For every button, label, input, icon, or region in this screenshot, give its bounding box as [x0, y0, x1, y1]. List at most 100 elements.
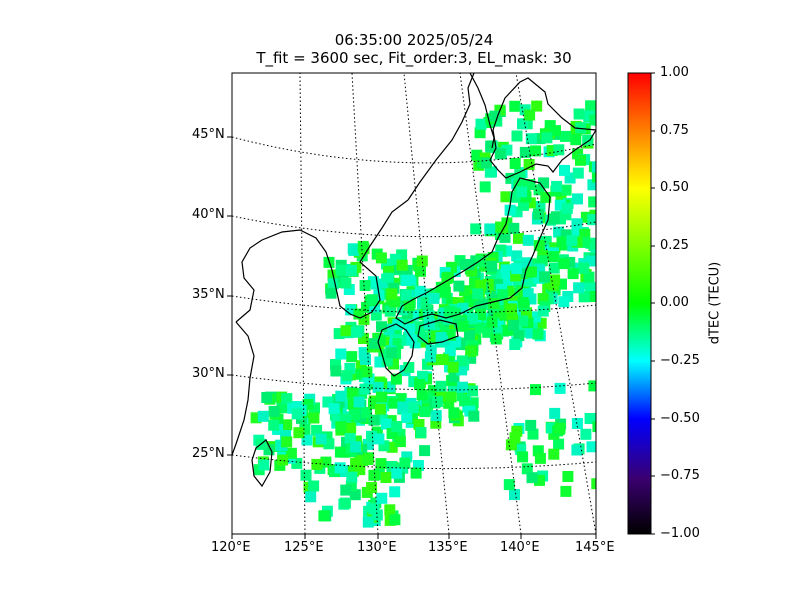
- dtec-point: [343, 284, 355, 295]
- dtec-point: [463, 329, 475, 341]
- dtec-point: [376, 321, 387, 333]
- dtec-point: [534, 452, 546, 464]
- taiwan-coast: [251, 439, 273, 488]
- dtec-point: [592, 421, 596, 433]
- dtec-point: [394, 428, 406, 440]
- dtec-point: [524, 109, 536, 121]
- dtec-point: [415, 265, 426, 277]
- dtec-point: [291, 408, 303, 420]
- dtec-point: [575, 122, 587, 134]
- dtec-point: [281, 419, 293, 431]
- dtec-point: [361, 366, 373, 378]
- dtec-point: [388, 282, 400, 294]
- dtec-point: [594, 107, 596, 119]
- dtec-point: [346, 351, 358, 363]
- dtec-point: [465, 352, 477, 364]
- dtec-point: [583, 271, 595, 283]
- dtec-point: [526, 266, 537, 278]
- dtec-point: [592, 161, 596, 173]
- dtec-point: [372, 381, 384, 393]
- dtec-point: [459, 259, 471, 270]
- dtec-point: [546, 422, 557, 434]
- dtec-point: [495, 221, 506, 233]
- dtec-point: [583, 110, 595, 122]
- dtec-point: [495, 244, 507, 256]
- dtec-point: [334, 462, 346, 474]
- dtec-point: [299, 423, 311, 435]
- dtec-point: [375, 458, 387, 470]
- dtec-point: [573, 108, 585, 120]
- dtec-point: [591, 171, 596, 183]
- dtec-point: [368, 398, 379, 410]
- dtec-point: [416, 255, 428, 267]
- dtec-point: [579, 228, 591, 240]
- dtec-point: [386, 461, 398, 472]
- dtec-point: [315, 433, 327, 445]
- dtec-point: [397, 401, 409, 413]
- dtec-point: [556, 278, 567, 290]
- dtec-point: [511, 250, 523, 262]
- dtec-point: [350, 441, 362, 453]
- dtec-point: [323, 438, 335, 450]
- dtec-point: [560, 485, 572, 497]
- dtec-point: [457, 302, 469, 314]
- hokkaido-coast: [489, 77, 596, 179]
- dtec-point: [465, 345, 477, 357]
- dtec-point: [517, 118, 528, 130]
- dtec-point: [362, 454, 374, 465]
- dtec-point: [347, 465, 359, 477]
- dtec-point: [534, 263, 546, 275]
- dtec-point: [399, 457, 411, 469]
- dtec-point: [305, 491, 317, 503]
- dtec-point: [424, 351, 436, 363]
- dtec-point: [435, 380, 447, 392]
- dtec-point: [541, 132, 553, 144]
- meridian-140e: [459, 73, 522, 534]
- dtec-point: [471, 149, 483, 161]
- dtec-point: [376, 282, 388, 294]
- colorbar-tick-neg-0-75: −0.75: [660, 468, 700, 483]
- dtec-point: [486, 316, 498, 328]
- dtec-point: [564, 172, 576, 184]
- dtec-point: [374, 403, 386, 415]
- dtec-point: [524, 197, 536, 209]
- dtec-point: [291, 457, 303, 469]
- dtec-point: [467, 385, 479, 397]
- dtec-point: [456, 364, 468, 376]
- dtec-point: [330, 359, 341, 370]
- dtec-point: [391, 421, 403, 432]
- dtec-point: [525, 419, 537, 431]
- dtec-point: [504, 204, 516, 216]
- dtec-point: [340, 484, 352, 496]
- dtec-point: [445, 261, 457, 273]
- dtec-point: [353, 396, 365, 408]
- dtec-point: [263, 444, 275, 456]
- dtec-point: [466, 265, 478, 277]
- dtec-point: [554, 422, 566, 434]
- dtec-point: [302, 399, 314, 410]
- colorbar-tick-0-25: 0.25: [660, 238, 689, 253]
- dtec-point: [571, 225, 583, 237]
- meridian-130e: [351, 73, 379, 534]
- dtec-point: [514, 168, 526, 180]
- dtec-point: [389, 253, 401, 265]
- colorbar-tick-neg-0-50: −0.50: [660, 411, 700, 426]
- dtec-point: [386, 347, 397, 359]
- dtec-point: [490, 333, 502, 345]
- dtec-point: [560, 130, 571, 142]
- dtec-point: [496, 298, 508, 310]
- dtec-point: [423, 310, 435, 322]
- dtec-point: [285, 447, 297, 459]
- dtec-point: [521, 463, 533, 475]
- dtec-point: [589, 114, 596, 126]
- dtec-point: [501, 222, 513, 234]
- china-coast: [232, 321, 255, 456]
- colorbar: [627, 72, 652, 535]
- dtec-point: [468, 410, 480, 422]
- dtec-point: [482, 326, 494, 338]
- dtec-point: [413, 419, 425, 430]
- dtec-point: [527, 428, 539, 440]
- dtec-point: [357, 240, 369, 252]
- dtec-point: [380, 472, 392, 483]
- dtec-point: [345, 304, 357, 316]
